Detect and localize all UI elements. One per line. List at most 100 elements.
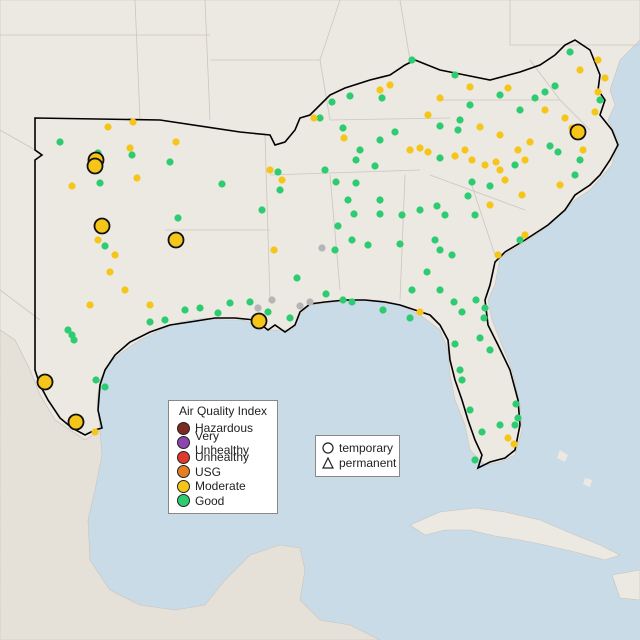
site-marker[interactable] [504, 84, 512, 92]
site-marker[interactable] [451, 152, 459, 160]
site-marker[interactable] [174, 214, 182, 222]
site-marker[interactable] [129, 118, 137, 126]
site-marker[interactable] [546, 142, 554, 150]
site-marker[interactable] [376, 210, 384, 218]
site-marker[interactable] [196, 304, 204, 312]
site-marker[interactable] [496, 421, 504, 429]
site-marker[interactable] [554, 148, 562, 156]
site-marker[interactable] [274, 168, 282, 176]
site-marker[interactable] [146, 318, 154, 326]
site-marker[interactable] [378, 94, 386, 102]
site-marker[interactable] [316, 114, 324, 122]
site-marker[interactable] [321, 166, 329, 174]
site-marker[interactable] [441, 211, 449, 219]
site-marker[interactable] [436, 246, 444, 254]
site-marker[interactable] [571, 171, 579, 179]
site-marker[interactable] [436, 154, 444, 162]
site-marker[interactable] [398, 211, 406, 219]
site-marker[interactable] [566, 48, 574, 56]
site-marker[interactable] [254, 304, 262, 312]
site-marker[interactable] [106, 268, 114, 276]
site-marker[interactable] [346, 92, 354, 100]
site-marker[interactable] [376, 136, 384, 144]
site-marker[interactable] [486, 182, 494, 190]
site-marker[interactable] [492, 158, 500, 166]
site-marker[interactable] [496, 91, 504, 99]
site-marker[interactable] [306, 298, 314, 306]
site-marker[interactable] [448, 251, 456, 259]
site-marker[interactable] [56, 138, 64, 146]
site-marker[interactable] [481, 304, 489, 312]
site-marker[interactable] [416, 308, 424, 316]
temporary-site-marker[interactable] [36, 373, 54, 391]
site-marker[interactable] [111, 251, 119, 259]
site-marker[interactable] [501, 176, 509, 184]
temporary-site-marker[interactable] [93, 217, 111, 235]
site-marker[interactable] [406, 314, 414, 322]
site-marker[interactable] [494, 251, 502, 259]
site-marker[interactable] [334, 222, 342, 230]
site-marker[interactable] [376, 86, 384, 94]
site-marker[interactable] [436, 122, 444, 130]
site-marker[interactable] [456, 366, 464, 374]
site-marker[interactable] [64, 326, 72, 334]
site-marker[interactable] [416, 144, 424, 152]
site-marker[interactable] [464, 192, 472, 200]
temporary-site-marker[interactable] [86, 157, 104, 175]
site-marker[interactable] [480, 314, 488, 322]
site-marker[interactable] [466, 83, 474, 91]
temporary-site-marker[interactable] [569, 123, 587, 141]
site-marker[interactable] [218, 180, 226, 188]
site-marker[interactable] [476, 334, 484, 342]
site-marker[interactable] [146, 301, 154, 309]
site-marker[interactable] [376, 196, 384, 204]
site-marker[interactable] [510, 440, 518, 448]
site-marker[interactable] [504, 434, 512, 442]
site-marker[interactable] [551, 82, 559, 90]
site-marker[interactable] [348, 236, 356, 244]
site-marker[interactable] [454, 126, 462, 134]
site-marker[interactable] [101, 383, 109, 391]
site-marker[interactable] [166, 158, 174, 166]
site-marker[interactable] [461, 146, 469, 154]
site-marker[interactable] [468, 156, 476, 164]
site-marker[interactable] [451, 340, 459, 348]
temporary-site-marker[interactable] [250, 312, 268, 330]
site-marker[interactable] [450, 298, 458, 306]
site-marker[interactable] [596, 96, 604, 104]
site-marker[interactable] [396, 240, 404, 248]
temporary-site-marker[interactable] [167, 231, 185, 249]
monitoring-sites[interactable] [36, 48, 609, 464]
site-marker[interactable] [128, 151, 136, 159]
site-marker[interactable] [328, 98, 336, 106]
site-marker[interactable] [68, 182, 76, 190]
site-marker[interactable] [101, 242, 109, 250]
site-marker[interactable] [352, 156, 360, 164]
site-marker[interactable] [318, 244, 326, 252]
site-marker[interactable] [258, 206, 266, 214]
site-marker[interactable] [278, 176, 286, 184]
site-marker[interactable] [526, 138, 534, 146]
site-marker[interactable] [496, 166, 504, 174]
site-marker[interactable] [579, 146, 587, 154]
site-marker[interactable] [386, 81, 394, 89]
site-marker[interactable] [322, 290, 330, 298]
site-marker[interactable] [286, 314, 294, 322]
site-marker[interactable] [476, 123, 484, 131]
site-marker[interactable] [561, 114, 569, 122]
site-marker[interactable] [541, 106, 549, 114]
site-marker[interactable] [226, 299, 234, 307]
site-marker[interactable] [514, 146, 522, 154]
site-marker[interactable] [466, 406, 474, 414]
site-marker[interactable] [594, 88, 602, 96]
site-marker[interactable] [371, 162, 379, 170]
site-marker[interactable] [264, 308, 272, 316]
site-marker[interactable] [416, 206, 424, 214]
site-marker[interactable] [340, 134, 348, 142]
site-marker[interactable] [86, 301, 94, 309]
site-marker[interactable] [591, 108, 599, 116]
site-marker[interactable] [431, 236, 439, 244]
site-marker[interactable] [451, 71, 459, 79]
site-marker[interactable] [91, 428, 99, 436]
site-marker[interactable] [471, 456, 479, 464]
